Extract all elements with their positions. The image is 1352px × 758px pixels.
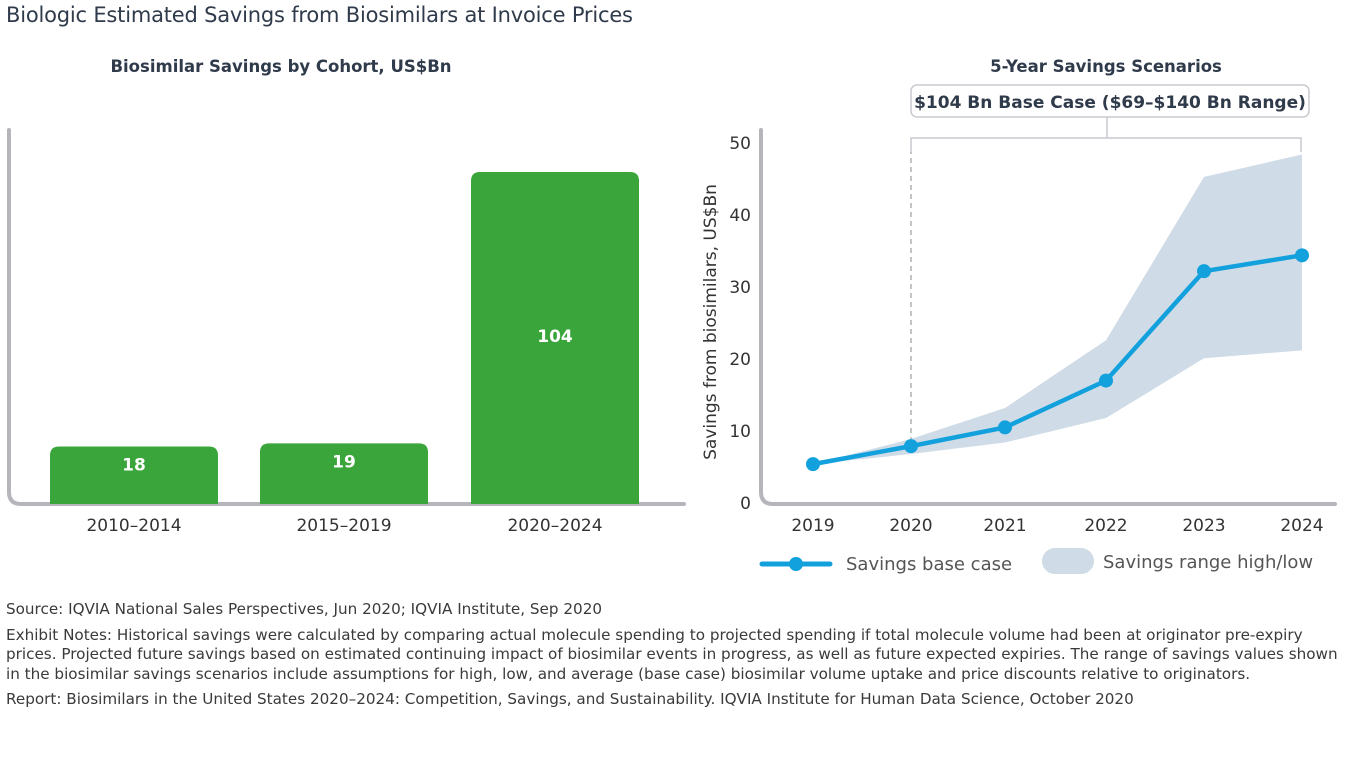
annotation-bracket: [910, 137, 1302, 152]
legend-band-swatch: [1042, 548, 1094, 574]
annotation-text: $104 Bn Base Case ($69–$140 Bn Range): [914, 93, 1306, 113]
y-tick-label: 0: [740, 494, 751, 514]
x-tick-label: 2019: [791, 516, 834, 536]
bar-category-label: 2015–2019: [296, 516, 391, 536]
base-case-point: [1295, 248, 1309, 263]
page-title: Biologic Estimated Savings from Biosimil…: [6, 3, 633, 27]
y-tick-label: 30: [729, 278, 751, 298]
base-case-point: [806, 457, 820, 472]
y-tick-label: 10: [729, 422, 751, 442]
bar-value-label: 104: [537, 327, 573, 347]
bar-2020–2024: [471, 172, 639, 504]
notes-block: Source: IQVIA National Sales Perspective…: [6, 600, 1346, 716]
x-tick-label: 2021: [983, 516, 1026, 536]
exhibit-note: Exhibit Notes: Historical savings were c…: [6, 625, 1338, 683]
base-case-point: [1197, 264, 1211, 279]
bar-2010–2014: [50, 446, 218, 504]
bar-2015–2019: [260, 443, 428, 504]
bar-value-label: 18: [122, 456, 146, 476]
chart-canvas: Biosimilar Savings by Cohort, US$Bn18201…: [7, 57, 1337, 575]
source-note: Source: IQVIA National Sales Perspective…: [6, 600, 603, 618]
savings-range-band: [813, 154, 1302, 465]
y-tick-label: 20: [729, 350, 751, 370]
bar-chart-title: Biosimilar Savings by Cohort, US$Bn: [110, 57, 451, 76]
report-note: Report: Biosimilars in the United States…: [6, 690, 1134, 708]
annotation-box: [910, 84, 1310, 118]
line-chart-title: 5-Year Savings Scenarios: [990, 57, 1222, 76]
line-axis: [759, 128, 1337, 506]
x-tick-label: 2020: [889, 516, 932, 536]
legend-range-label: Savings range high/low: [1103, 552, 1313, 573]
y-tick-label: 40: [729, 206, 751, 226]
savings-base-line: [812, 253, 1303, 467]
legend-line-marker: [789, 557, 803, 571]
x-tick-label: 2024: [1280, 516, 1323, 536]
base-case-point: [998, 420, 1012, 435]
base-case-point: [904, 439, 918, 454]
y-tick-label: 50: [729, 134, 751, 154]
x-tick-label: 2022: [1084, 516, 1127, 536]
bar-axis: [7, 128, 686, 506]
bar-value-label: 19: [332, 452, 356, 472]
base-case-point: [1099, 373, 1113, 388]
bar-category-label: 2020–2024: [507, 516, 602, 536]
x-tick-label: 2023: [1182, 516, 1225, 536]
legend-base-label: Savings base case: [846, 554, 1012, 575]
y-axis-label: Savings from biosimilars, US$Bn: [701, 184, 721, 460]
bar-category-label: 2010–2014: [86, 516, 181, 536]
